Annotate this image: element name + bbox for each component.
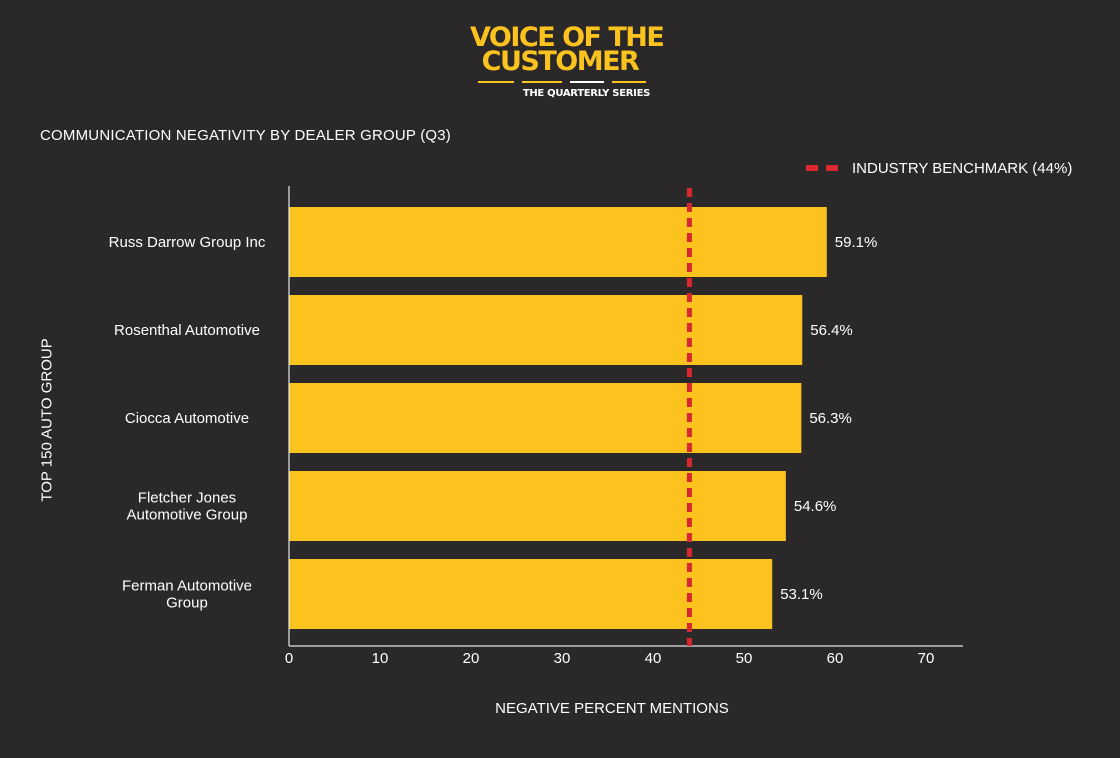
- logo-line-2: CUSTOMER: [481, 46, 640, 77]
- category-label: Fletcher Jones Automotive Group: [127, 490, 248, 524]
- bar-value-label: 56.4%: [810, 322, 853, 339]
- bar: [289, 471, 786, 541]
- x-tick-label: 70: [918, 650, 935, 667]
- bar: [289, 207, 827, 277]
- logo-subtitle: THE QUARTERLY SERIES: [522, 88, 650, 99]
- bar-value-label: 59.1%: [835, 234, 878, 251]
- bar: [289, 383, 802, 453]
- bar-value-label: 56.3%: [809, 410, 852, 427]
- bar-value-label: 53.1%: [780, 586, 823, 603]
- bar: [289, 559, 773, 629]
- x-tick-label: 60: [827, 650, 844, 667]
- x-tick-label: 20: [463, 650, 480, 667]
- logo-divider: [478, 81, 646, 83]
- category-label: Rosenthal Automotive: [114, 322, 260, 339]
- category-label: Russ Darrow Group Inc: [109, 234, 266, 251]
- bar-value-label: 54.6%: [794, 498, 837, 515]
- legend-benchmark-swatch: [806, 165, 838, 171]
- legend-benchmark-label: INDUSTRY BENCHMARK (44%): [852, 159, 1073, 177]
- legend: INDUSTRY BENCHMARK (44%): [806, 158, 1072, 178]
- x-axis-label: NEGATIVE PERCENT MENTIONS: [495, 700, 729, 717]
- x-tick-label: 30: [554, 650, 571, 667]
- category-label: Ferman Automotive Group: [122, 578, 252, 612]
- voice-of-the-customer-logo: VOICE OF THE CUSTOMER THE QUARTERLY SERI…: [470, 22, 665, 106]
- x-tick-label: 10: [372, 650, 389, 667]
- chart-title: COMMUNICATION NEGATIVITY BY DEALER GROUP…: [40, 127, 452, 144]
- logo-line-1: VOICE OF THE: [470, 22, 665, 53]
- bar: [289, 295, 803, 365]
- x-tick-label: 40: [645, 650, 662, 667]
- category-label: Ciocca Automotive: [125, 410, 249, 427]
- x-tick-label: 50: [736, 650, 753, 667]
- x-tick-label: 0: [285, 650, 293, 667]
